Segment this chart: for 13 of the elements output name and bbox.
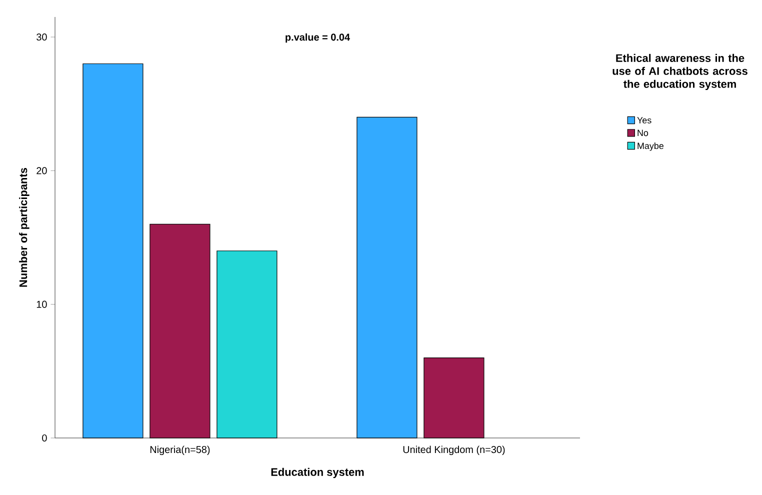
annotation: p.value = 0.04 — [286, 33, 350, 43]
legend-label: No — [638, 130, 648, 136]
x-axis-title: Education system — [271, 468, 364, 478]
legend-label: Yes — [637, 117, 652, 124]
legend-label: Maybe — [638, 142, 664, 151]
y-axis-title: Number of participants — [19, 168, 30, 287]
x-tick-label: United Kingdom (n=30) — [403, 446, 505, 456]
y-tick-label: 20 — [36, 167, 47, 174]
y-tick-label: 10 — [36, 300, 47, 308]
y-tick-label: 0 — [42, 434, 47, 442]
legend-title: Ethical awareness in the use of AI chatbots across the education system — [612, 54, 748, 90]
x-tick-label: Nigeria(n=58) — [150, 446, 210, 456]
y-tick-label: 30 — [36, 34, 47, 41]
